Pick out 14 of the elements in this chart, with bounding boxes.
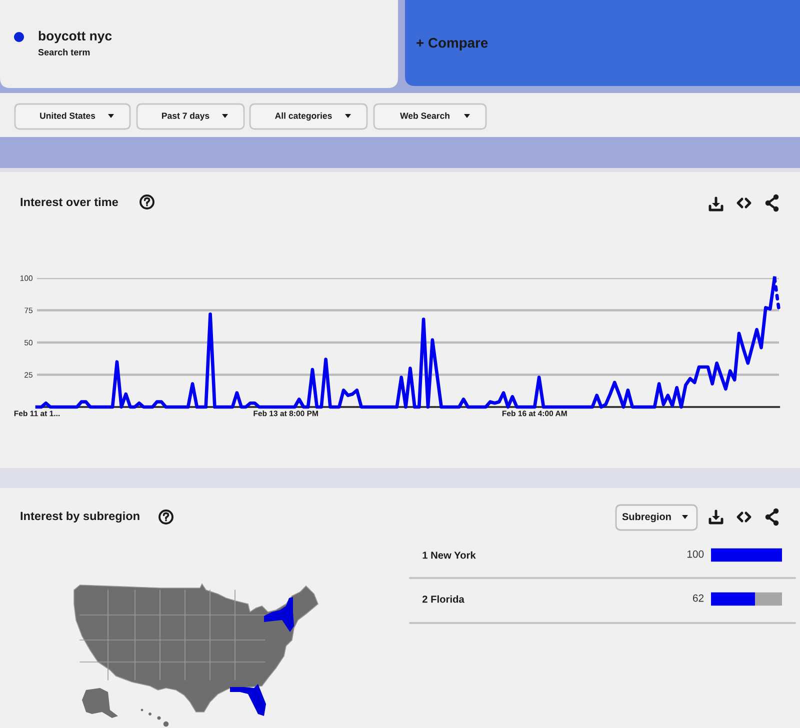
text: Web Search xyxy=(400,112,450,119)
text: Past 7 days xyxy=(162,112,210,121)
text: Search term xyxy=(38,48,90,56)
text: + Compare xyxy=(416,38,488,50)
text: Interest by subregion xyxy=(20,511,140,523)
text: Subregion xyxy=(622,512,671,522)
data-label: 62 xyxy=(693,594,704,602)
text: All categories xyxy=(275,112,332,121)
y-tick-label: 2 Florida xyxy=(422,595,464,603)
y-tick-label: 1 New York xyxy=(422,551,476,559)
text: boycott nyc xyxy=(38,30,112,44)
text: United States xyxy=(40,112,96,119)
data-label: 100 xyxy=(687,550,704,558)
chart-title: Interest over time xyxy=(20,198,118,206)
